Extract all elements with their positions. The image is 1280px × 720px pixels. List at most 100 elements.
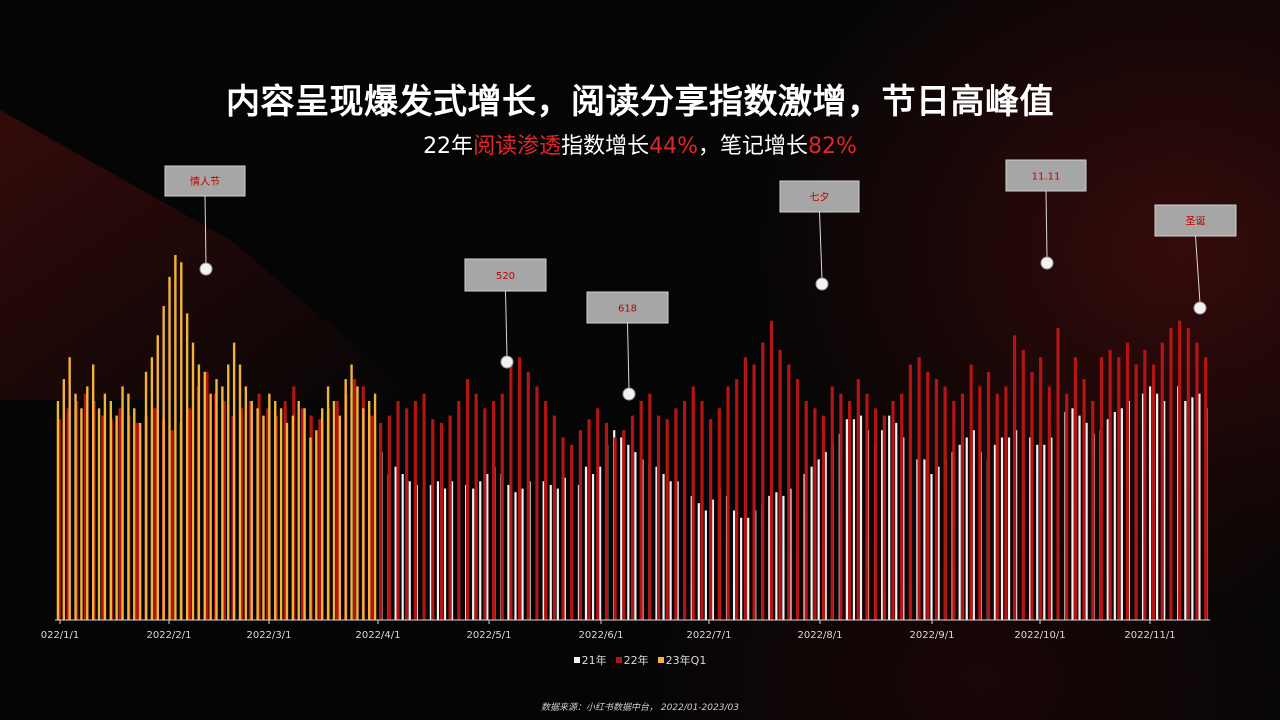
series-21-bar-4 [408, 481, 411, 620]
series-22-bar-63 [604, 422, 609, 620]
series-21-bar-50 [732, 510, 736, 620]
series-22-bar-74 [700, 401, 704, 620]
series-22-bar-37 [379, 422, 383, 620]
series-21-bar-95 [1050, 437, 1053, 620]
callout-connector-2 [627, 322, 630, 390]
x-tick-label-3: 2022/4/1 [356, 630, 401, 641]
series-22-bar-25 [274, 415, 279, 620]
series-22-bar-1 [66, 408, 70, 620]
series-22-bar-43 [431, 419, 435, 620]
callout-label-5: 圣诞 [1186, 215, 1206, 228]
series-23-bar-48 [338, 415, 342, 620]
series-22-bar-38 [387, 415, 391, 620]
series-23-bar-9 [109, 401, 112, 620]
series-22-bar-28 [300, 408, 305, 620]
series-23-bar-33 [250, 401, 253, 620]
legend-label-21: 21年 [581, 654, 607, 667]
series-23-bar-12 [127, 393, 130, 620]
series-21-bar-110 [1156, 393, 1159, 620]
series-23-bar-24 [197, 364, 201, 620]
series-22-bar-121 [1108, 349, 1112, 620]
series-21-bar-26 [563, 477, 566, 620]
series-23-bar-20 [174, 255, 177, 620]
x-tick-label-8: 2022/9/1 [910, 630, 955, 641]
series-23-bar-50 [350, 364, 353, 620]
series-23-bar-18 [162, 306, 165, 620]
callout-dot-4 [1040, 256, 1054, 270]
series-22-bar-105 [969, 364, 973, 620]
callout-label-2: 618 [618, 304, 637, 315]
series-22-bar-125 [1143, 349, 1147, 620]
series-22-bar-23 [257, 393, 261, 620]
series-21-bar-9 [443, 488, 447, 620]
series-21-bar-108 [1141, 393, 1145, 620]
series-23-bar-30 [232, 342, 236, 620]
series-23-bar-52 [362, 408, 365, 620]
x-tick-label-9: 2022/10/1 [1014, 630, 1065, 641]
series-21-bar-88 [1000, 437, 1004, 620]
legend-label-23q1: 23年Q1 [665, 654, 707, 667]
series-22-bar-132 [1204, 357, 1208, 620]
series-21-bar-8 [436, 481, 440, 620]
series-22-bar-85 [795, 379, 800, 620]
series-22-bar-9 [135, 422, 140, 620]
series-22-bar-40 [405, 408, 409, 620]
series-22-bar-86 [804, 401, 808, 620]
series-23-bar-38 [279, 408, 283, 620]
series-22-bar-7 [118, 408, 122, 620]
series-21-bar-103 [1106, 419, 1109, 620]
series-22-bar-84 [787, 364, 791, 620]
series-21-bar-25 [556, 488, 559, 620]
series-21-bar-46 [704, 510, 707, 620]
subtitle-highlight-3: 82% [808, 134, 857, 159]
series-23-bar-34 [256, 408, 259, 620]
series-22-bar-15 [188, 408, 192, 620]
callout-box-3 [779, 180, 860, 213]
series-21-bar-57 [782, 495, 785, 620]
chart-legend: 21年 22年 23年Q1 [0, 652, 1280, 668]
series-22-bar-118 [1082, 379, 1086, 620]
series-23-bar-43 [309, 437, 312, 620]
series-22-bar-89 [830, 386, 834, 620]
series-22-bar-13 [170, 430, 174, 620]
series-21-bar-105 [1120, 408, 1123, 620]
series-21-bar-116 [1198, 393, 1201, 620]
series-22-bar-106 [978, 386, 982, 620]
series-23-bar-7 [97, 408, 101, 620]
series-21-bar-31 [599, 466, 602, 620]
series-22-bar-94 [874, 408, 878, 620]
series-22-bar-124 [1134, 364, 1138, 620]
series-22-bar-92 [856, 379, 860, 620]
series-22-bar-49 [483, 408, 487, 620]
series-21-bar-35 [627, 444, 630, 620]
series-22-bar-98 [908, 364, 912, 620]
series-22-bar-42 [422, 393, 426, 620]
series-22-bar-65 [622, 430, 626, 620]
series-22-bar-50 [491, 401, 496, 620]
series-21-bar-45 [697, 503, 700, 620]
series-22-bar-79 [743, 357, 747, 620]
series-22-bar-108 [995, 393, 999, 620]
callout-dot-0 [199, 262, 213, 276]
series-23-bar-5 [86, 386, 89, 620]
series-23-bar-32 [244, 386, 248, 620]
x-tick-label-4: 2022/5/1 [467, 630, 512, 641]
series-21-bar-60 [803, 474, 806, 620]
series-23-bar-6 [91, 364, 95, 620]
series-22-bar-54 [526, 371, 530, 620]
x-tick-label-2: 2022/3/1 [247, 630, 292, 641]
subtitle-highlight-1: 阅读渗透 [473, 134, 562, 159]
series-22-bar-34 [353, 379, 357, 620]
series-23-bar-21 [180, 262, 183, 620]
series-21-bar-114 [1184, 401, 1187, 620]
series-22-bar-95 [882, 415, 886, 620]
series-22-bar-32 [335, 401, 339, 620]
callout-label-4: 11.11 [1032, 172, 1061, 183]
x-tick-label-7: 2022/8/1 [798, 630, 843, 641]
series-21-bar-67 [852, 419, 856, 620]
series-22-bar-21 [240, 408, 244, 620]
series-21-bar-18 [507, 484, 510, 620]
series-21-bar-40 [662, 474, 665, 620]
series-23-bar-23 [191, 342, 195, 620]
series-23-bar-10 [115, 415, 118, 620]
